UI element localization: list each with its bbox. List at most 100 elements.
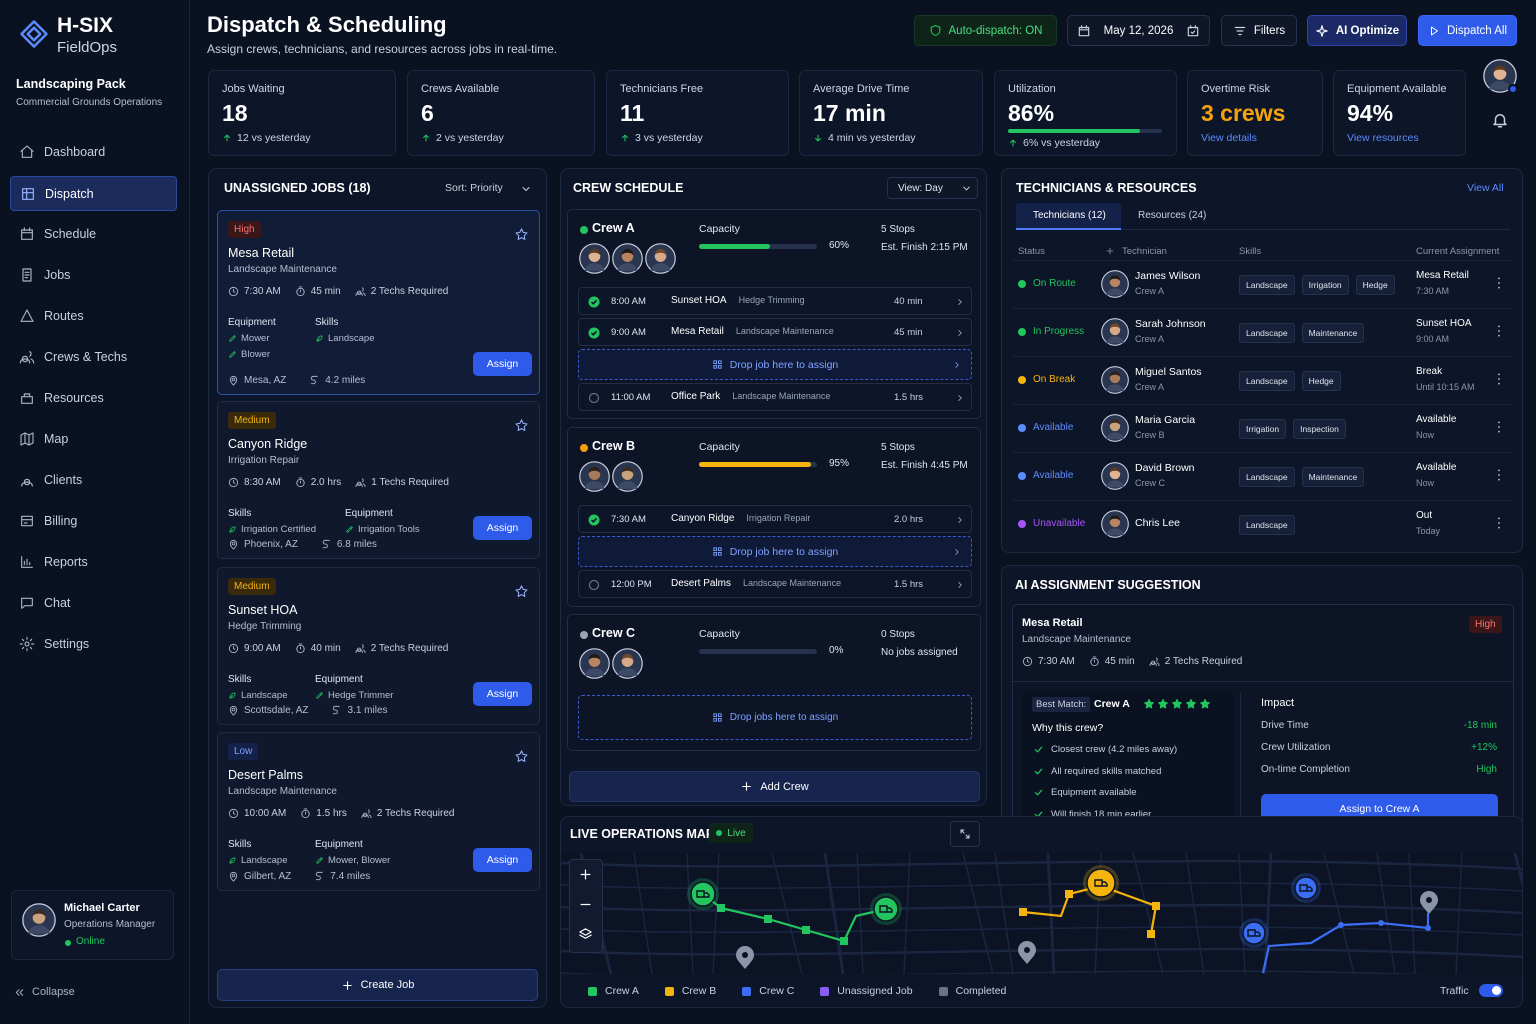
map-control[interactable] [570,920,602,950]
avatar [22,903,56,937]
view-select[interactable]: View: Day [887,177,978,199]
create-job-button[interactable]: Create Job [217,969,538,1001]
icon [1498,325,1500,337]
assign-button[interactable]: Assign [473,848,532,872]
nav-item[interactable]: Billing [10,504,177,539]
drop-zone[interactable]: Drop job here to assign [578,536,972,567]
icon-shape [930,25,940,36]
row-menu[interactable] [1491,419,1507,437]
requirement-text: Mower [241,333,270,344]
road [823,853,845,974]
sort-select[interactable]: Sort: Priority [445,182,503,194]
tab[interactable]: Technicians (12) [1016,203,1121,230]
nav-item[interactable]: Chat [10,586,177,621]
reason: Equipment available [1033,787,1137,798]
tech-status: Available [1033,470,1074,481]
route-stop [1425,925,1431,931]
row-menu[interactable] [1491,515,1507,533]
assign-button[interactable]: Assign [473,352,532,376]
kpi-value: 94% [1347,100,1394,126]
auto-dispatch-label: Auto-dispatch: ON [948,24,1043,37]
job-name: Desert Palms [228,768,304,782]
capacity-value: 0% [829,645,844,656]
dispatch-all-button[interactable]: Dispatch All [1418,15,1517,46]
job-card[interactable]: Low Desert Palms Landscape Maintenance 10:0… [217,732,540,891]
kpi-link[interactable]: View details [1201,132,1257,144]
map-control[interactable] [570,860,602,890]
nav-label: Chat [44,596,71,610]
add-crew-button[interactable]: Add Crew [569,771,980,802]
icon-shape [1200,699,1210,709]
capacity-label: Capacity [699,441,740,453]
auto-dispatch[interactable]: Auto-dispatch: ON [914,15,1057,46]
kpi-link[interactable]: View resources [1347,132,1419,144]
notifications[interactable] [1484,104,1516,136]
expand-map[interactable] [950,821,980,847]
row-menu[interactable] [1491,371,1507,389]
nav-item[interactable]: Dashboard [10,135,177,170]
assign-button[interactable]: Assign [473,516,532,540]
job-location-text: Mesa, AZ [244,375,287,386]
icon [580,869,591,880]
drop-zone[interactable]: Drop jobs here to assign [578,695,972,740]
row-divider [1012,500,1514,501]
map-control[interactable] [570,890,602,920]
nav-item[interactable]: Clients [10,463,177,498]
tech-crew: Crew A [1135,286,1165,296]
stop-row[interactable]: 7:30 AM Canyon Ridge Irrigation Repair 2.0 … [578,505,972,533]
unassigned-jobs-panel: UNASSIGNED JOBS (18) Sort: Priority High Me… [208,168,547,1008]
tab[interactable]: Resources (24) [1124,203,1224,230]
job-card[interactable]: Medium Canyon Ridge Irrigation Repair 8:30 … [217,401,540,559]
stop-pending [588,392,600,404]
avatar-body [617,263,638,271]
stop-row[interactable]: 9:00 AM Mesa Retail Landscape Maintenance 4… [578,318,972,346]
icon-shape [1149,657,1160,667]
row-menu[interactable] [1491,467,1507,485]
icon [229,526,236,533]
stop-service: Landscape Maintenance [735,326,834,336]
stop-row[interactable]: 11:00 AM Office Park Landscape Maintenance… [578,383,972,411]
icon-shape [515,750,528,762]
crew-b-route [1022,884,1158,935]
requirement-label: Equipment [315,674,363,685]
nav-item[interactable]: Jobs [10,258,177,293]
row-menu[interactable] [1491,323,1507,341]
nav-item[interactable]: Reports [10,545,177,580]
job-card[interactable]: Medium Sunset HOA Hedge Trimming 9:00 AM 40 … [217,567,540,725]
avatar-head [621,250,634,262]
view-all-link[interactable]: View All [1467,182,1504,194]
crew-dot [580,444,588,452]
nav-item[interactable]: Schedule [10,217,177,252]
nav-item[interactable]: Routes [10,299,177,334]
assign-button[interactable]: Assign [473,682,532,706]
traffic-toggle[interactable] [1479,984,1503,997]
nav-label: Clients [44,473,83,487]
nav-item[interactable]: Settings [10,627,177,662]
icon-shape [1158,699,1168,709]
nav-item[interactable]: Crews & Techs [10,340,177,375]
stop-row[interactable]: 8:00 AM Sunset HOA Hedge Trimming 40 min [578,287,972,315]
stop-row[interactable]: 12:00 PM Desert Palms Landscape Maintenanc… [578,570,972,598]
ai-suggestion-panel: AI ASSIGNMENT SUGGESTION Mesa Retail Lands… [1001,565,1523,846]
icon [316,335,323,342]
nav-item[interactable]: Resources [10,381,177,416]
icon [955,549,959,555]
icon [21,515,33,527]
avatar-hair [1493,65,1507,73]
icon [713,713,722,722]
nav-item[interactable]: Dispatch [10,176,177,211]
filters-button[interactable]: Filters [1221,15,1297,46]
crew-finish: Est. Finish 4:45 PM [881,460,968,471]
nav-item[interactable]: Map [10,422,177,457]
row-menu[interactable] [1491,275,1507,293]
icon [21,478,33,487]
icon [1493,114,1507,128]
route-stop [1147,930,1155,938]
date-picker[interactable]: May 12, 2026 [1067,15,1210,46]
icon [422,134,430,142]
collapse-label[interactable]: Collapse [32,986,75,998]
ai-optimize-button[interactable]: AI Optimize [1307,15,1407,46]
drop-zone[interactable]: Drop job here to assign [578,349,972,380]
job-card[interactable]: High Mesa Retail Landscape Maintenance 7:30… [217,210,540,395]
